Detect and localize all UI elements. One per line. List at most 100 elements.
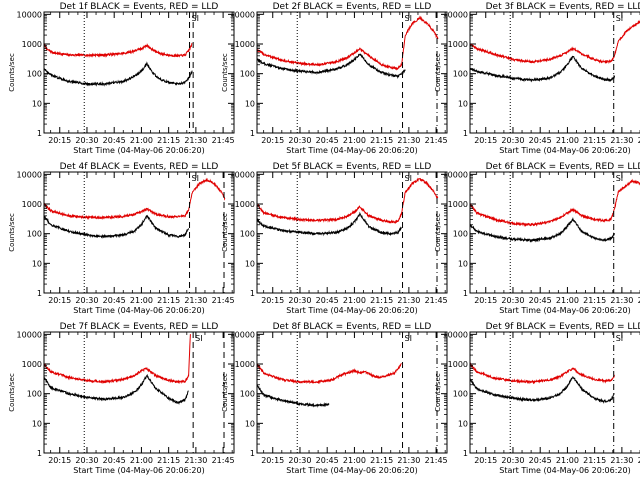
panel-2: Det 2f BLACK = Events, RED = LLD SI 1 10 100… — [221, 2, 448, 155]
y-tick-label: 1000 — [22, 40, 42, 49]
x-tick-label: 21:15 — [583, 456, 606, 465]
x-tick-label: 21:30 — [610, 296, 633, 305]
series-lld — [470, 19, 640, 65]
series-events — [470, 55, 616, 83]
x-tick-label: 21:15 — [583, 296, 606, 305]
x-tick-label: 21:30 — [184, 296, 207, 305]
y-axis-label: Counts/sec — [221, 53, 229, 92]
y-tick-label: 1000 — [235, 200, 255, 209]
plot-frame — [256, 11, 448, 134]
x-tick-label: 21:00 — [556, 136, 579, 145]
plot-frame — [43, 171, 235, 294]
y-tick-label: 100 — [453, 390, 468, 399]
panel-1: Det 1f BLACK = Events, RED = LLD SI 1 10 100… — [8, 2, 235, 155]
y-tick-label: 10000 — [443, 170, 468, 179]
series-lld — [257, 15, 439, 71]
panel-title: Det 1f BLACK = Events, RED = LLD — [60, 2, 219, 12]
panel-title: Det 8f BLACK = Events, RED = LLD — [273, 322, 432, 332]
x-tick-label: 21:00 — [556, 456, 579, 465]
y-tick-label: 10000 — [17, 10, 42, 19]
x-axis-label: Start Time (04-May-06 20:06:20) — [286, 306, 417, 315]
y-tick-label: 10000 — [17, 330, 42, 339]
x-tick-label: 21:15 — [370, 136, 393, 145]
y-tick-label: 1 — [37, 129, 42, 138]
x-axis-label: Start Time (04-May-06 20:06:20) — [73, 306, 204, 315]
plot-frame — [43, 11, 235, 134]
y-tick-label: 1 — [250, 449, 255, 458]
x-tick-label: 20:30 — [288, 456, 311, 465]
panel-4: Det 4f BLACK = Events, RED = LLD SI 1 10 100… — [8, 162, 235, 315]
x-tick-label: 20:15 — [261, 456, 284, 465]
plot-frame — [469, 11, 640, 134]
y-axis-label: Counts/sec — [434, 53, 442, 92]
y-tick-label: 1 — [37, 449, 42, 458]
y-tick-label: 100 — [27, 390, 42, 399]
x-tick-label: 20:15 — [474, 136, 497, 145]
y-tick-label: 10 — [245, 99, 255, 108]
x-tick-label: 21:15 — [157, 296, 180, 305]
x-tick-label: 20:15 — [474, 456, 497, 465]
y-tick-label: 100 — [453, 230, 468, 239]
x-tick-label: 20:30 — [501, 456, 524, 465]
series-events — [470, 375, 615, 404]
panel-3: Det 3f BLACK = Events, RED = LLD SI 1 10 100… — [434, 2, 640, 155]
y-tick-label: 1000 — [22, 200, 42, 209]
x-tick-label: 20:30 — [288, 136, 311, 145]
x-tick-label: 20:30 — [288, 296, 311, 305]
x-axis-label: Start Time (04-May-06 20:06:20) — [73, 146, 204, 155]
y-tick-label: 1 — [250, 289, 255, 298]
x-axis-label: Start Time (04-May-06 20:06:20) — [73, 466, 204, 475]
x-axis-label: Start Time (04-May-06 20:06:20) — [499, 146, 630, 155]
x-tick-label: 21:15 — [157, 456, 180, 465]
y-tick-label: 1 — [463, 289, 468, 298]
y-tick-label: 1000 — [235, 360, 255, 369]
x-tick-label: 20:45 — [316, 136, 339, 145]
y-tick-label: 10000 — [230, 10, 255, 19]
series-events — [470, 217, 616, 243]
y-tick-label: 1000 — [235, 40, 255, 49]
panel-title: Det 7f BLACK = Events, RED = LLD — [60, 322, 219, 332]
x-tick-label: 21:45 — [425, 136, 448, 145]
series-events — [257, 211, 403, 237]
marker-label: SI — [405, 334, 412, 343]
series-events — [257, 53, 406, 80]
y-tick-label: 100 — [240, 390, 255, 399]
y-axis-label: Counts/sec — [434, 373, 442, 412]
marker-label: SI — [192, 174, 199, 183]
y-axis-label: Counts/sec — [434, 213, 442, 252]
x-tick-label: 21:30 — [397, 136, 420, 145]
x-tick-label: 21:00 — [343, 136, 366, 145]
y-axis-label: Counts/sec — [8, 373, 16, 412]
y-tick-label: 10000 — [230, 170, 255, 179]
y-tick-label: 1000 — [448, 360, 468, 369]
y-tick-label: 1000 — [22, 360, 42, 369]
x-tick-label: 21:30 — [397, 296, 420, 305]
panel-8: Det 8f BLACK = Events, RED = LLD SI 1 10 100… — [221, 322, 448, 475]
x-tick-label: 21:45 — [638, 296, 640, 305]
x-tick-label: 21:45 — [212, 296, 235, 305]
x-tick-label: 21:30 — [397, 456, 420, 465]
y-tick-label: 10 — [458, 419, 468, 428]
x-tick-label: 20:45 — [529, 456, 552, 465]
x-tick-label: 21:00 — [343, 456, 366, 465]
y-tick-label: 1000 — [448, 40, 468, 49]
y-tick-label: 1 — [463, 449, 468, 458]
y-tick-label: 10 — [32, 419, 42, 428]
x-tick-label: 20:15 — [48, 296, 71, 305]
y-tick-label: 10 — [245, 419, 255, 428]
series-lld — [44, 334, 191, 385]
series-lld — [257, 363, 402, 385]
series-lld — [44, 177, 226, 220]
x-axis-label: Start Time (04-May-06 20:06:20) — [499, 306, 630, 315]
x-tick-label: 21:00 — [343, 296, 366, 305]
x-tick-label: 21:15 — [157, 136, 180, 145]
panel-7: Det 7f BLACK = Events, RED = LLD SI 1 10 100… — [8, 322, 235, 475]
y-tick-label: 10 — [32, 99, 42, 108]
x-tick-label: 21:00 — [556, 296, 579, 305]
marker-label: SI — [616, 14, 623, 23]
x-tick-label: 20:30 — [75, 296, 98, 305]
x-tick-label: 21:15 — [370, 456, 393, 465]
x-tick-label: 20:45 — [103, 136, 126, 145]
y-tick-label: 10000 — [443, 10, 468, 19]
